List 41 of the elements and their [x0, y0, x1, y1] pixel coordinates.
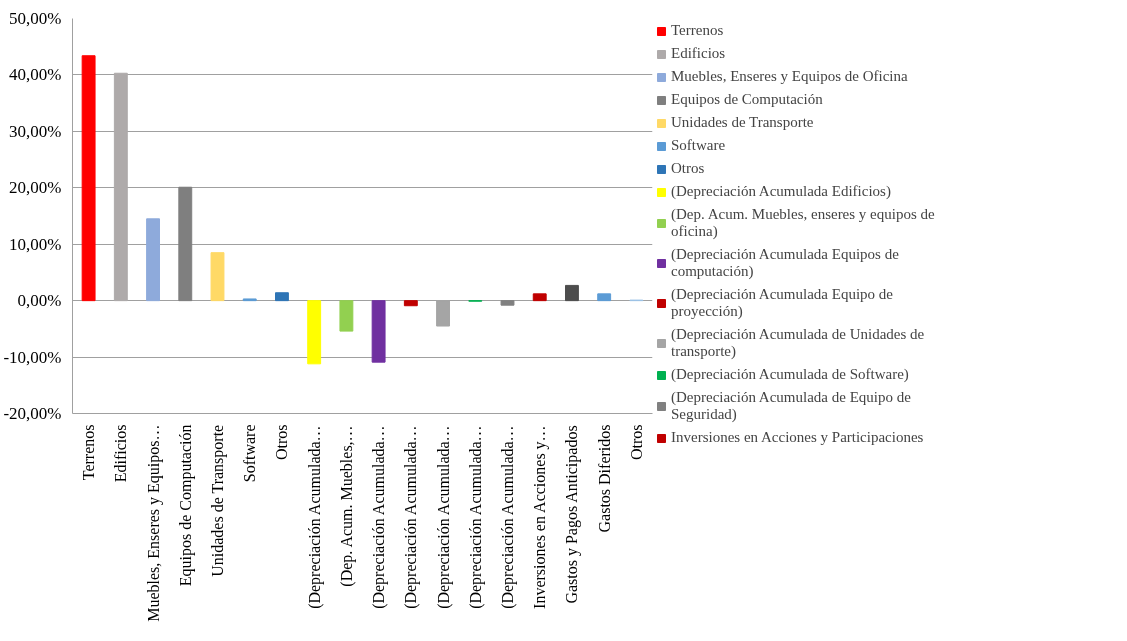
legend-label: Edificios — [671, 45, 726, 62]
legend-label: (Depreciación Acumulada de Unidades de transporte) — [671, 326, 925, 360]
y-tick-label: -20,00% — [3, 404, 62, 423]
legend-label: Software — [671, 137, 726, 154]
x-tick-label: Inversiones en Acciones y… — [531, 425, 550, 609]
y-tick-label: 10,00% — [9, 234, 62, 254]
legend-label: (Dep. Acum. Muebles, enseres y equipos de oficina) — [671, 206, 935, 240]
y-tick-label: 0,00% — [17, 291, 62, 311]
legend-label: (Depreciación Acumulada Equipos de computación) — [671, 246, 899, 280]
y-tick-label: 50,00% — [9, 9, 62, 28]
y-tick-label: 20,00% — [9, 178, 62, 198]
x-tick-label: (Depreciación Acumulada… — [499, 425, 517, 609]
legend-label: Unidades de Transporte — [671, 114, 814, 131]
legend-label: (Depreciación Acumulada de Equipo de Seguridad) — [671, 389, 911, 423]
x-tick-label: Equipos de Computación — [176, 424, 195, 587]
legend-label: Terrenos — [671, 22, 724, 39]
x-tick-label: (Depreciación Acumulada… — [305, 425, 324, 609]
x-tick-label: Unidades de Transporte — [209, 424, 227, 577]
legend-label: Equipos de Computación — [671, 91, 823, 108]
x-tick-label: (Depreciación Acumulada… — [402, 425, 421, 609]
y-tick-label: 30,00% — [9, 121, 62, 141]
x-tick-label: Gastos Diferidos — [595, 424, 613, 533]
legend-label: Muebles, Enseres y Equipos de Oficina — [671, 68, 908, 85]
legend-label: Otros — [671, 160, 705, 177]
x-tick-label: (Depreciación Acumulada… — [434, 425, 453, 609]
x-tick-label: (Dep. Acum. Muebles,… — [337, 425, 356, 587]
legend-label: Inversiones en Acciones y Participaciones — [671, 429, 924, 446]
x-tick-label: Terrenos — [80, 424, 98, 481]
x-tick-label: Otros — [627, 424, 645, 461]
legend-label: (Depreciación Acumulada Edificios) — [671, 183, 891, 200]
y-tick-label: 40,00% — [9, 65, 62, 85]
y-tick-label: -10,00% — [3, 347, 62, 367]
legend-label: (Depreciación Acumulada Equipo de proyección) — [671, 286, 893, 320]
x-tick-label: Edificios — [112, 424, 130, 483]
x-tick-label: Muebles, Enseres y Equipos… — [144, 424, 163, 622]
x-tick-label: Otros — [273, 424, 291, 461]
x-tick-label: (Depreciación Acumulada… — [370, 425, 389, 609]
x-tick-label: Software — [241, 424, 259, 483]
x-tick-label: Gastos y Pagos Anticipados — [563, 425, 582, 604]
x-tick-label: (Depreciación Acumulada… — [466, 425, 485, 609]
legend-label: (Depreciación Acumulada de Software) — [671, 366, 909, 383]
